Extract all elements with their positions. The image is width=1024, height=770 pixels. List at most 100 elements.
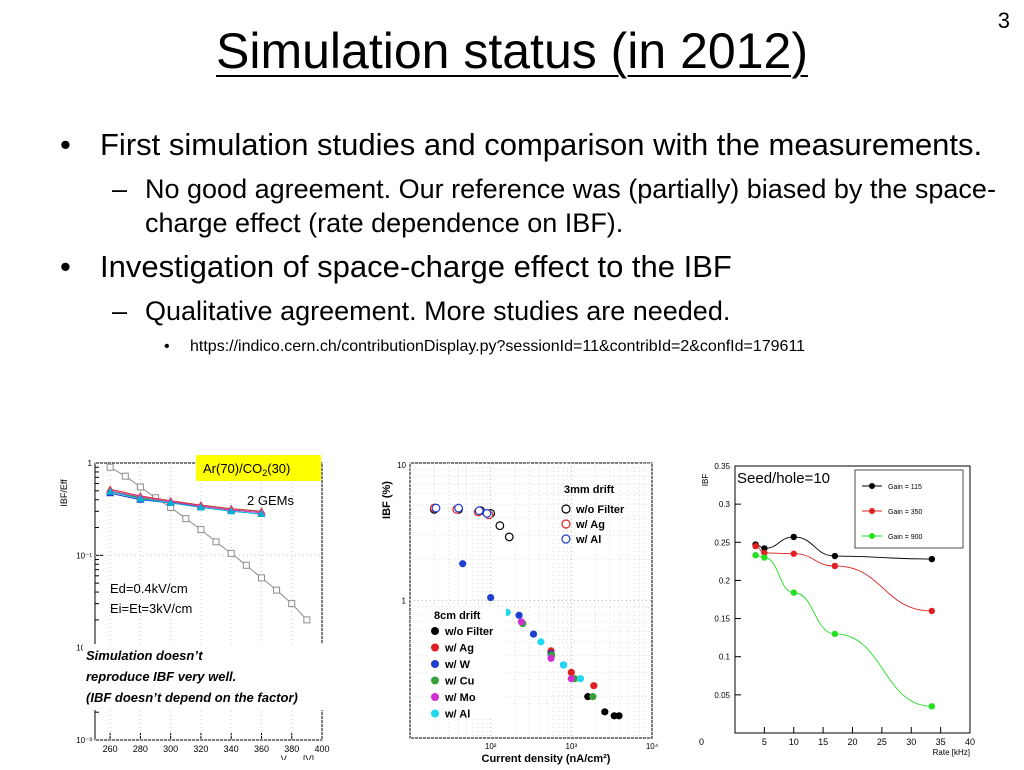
y-tick-label: 10 [397,461,406,470]
data-point-square [257,574,265,582]
legend-marker [431,693,439,701]
x-axis-label: Rate [kHz] [933,748,970,757]
data-point-triangle [227,507,236,515]
y-axis-label: IBF [701,474,710,487]
data-point [928,703,936,710]
data-point-square [106,463,114,471]
data-point [584,693,592,701]
x-tick-label: 260 [103,744,118,754]
data-point [831,562,839,570]
legend-marker [431,643,439,652]
x-tick-label: 15 [818,737,828,747]
bullet-item: • First simulation studies and compariso… [60,126,1000,164]
x-tick-label: 35 [936,737,946,747]
legend-marker [869,508,875,514]
data-point-hollow [504,532,514,542]
x-tick-label: 380 [284,744,299,754]
sub-bullet-item: – Qualitative agreement. More studies ar… [60,294,1000,328]
x-tick-label: 340 [224,744,239,754]
data-point [547,654,555,662]
legend-label: Gain = 115 [888,484,922,491]
link-bullet-item: • https://indico.cern.ch/contributionDis… [60,336,1000,358]
legend-label: w/ W [444,659,471,671]
x-tick-label-partial: 0 [699,737,704,747]
legend-label: Gain = 350 [888,509,923,516]
legend-marker [431,709,439,718]
data-point-triangle [166,498,175,506]
legend-label: w/o Filter [444,626,494,638]
data-point-square [121,472,129,480]
y-tick-label: 0.05 [714,691,730,700]
x-tick-label: 5 [762,737,767,747]
reference-link[interactable]: https://indico.cern.ch/contributionDispl… [190,338,806,355]
page-number: 3 [997,8,1010,33]
x-tick-label: 30 [906,737,916,747]
note-text: (IBF doesn’t depend on the factor) [86,690,298,705]
x-tick-label: 25 [877,737,887,747]
legend-label: w/ Ag [575,519,605,531]
bullet-item: • Investigation of space-charge effect t… [60,248,1000,286]
ibf-vs-rate-svg: 5 10 15 20 25 30 35 40 0 0.35 0.3 0.25 0.2 0.15 0.1 0.0… [699,462,975,757]
y-tick-label: 0.2 [719,576,731,585]
note-text: Simulation doesn’t [86,648,203,663]
ibf-vs-current-svg: 10 1 10² 10³ 10⁴ IBF (%) Current density (nA/c… [381,461,659,765]
data-point-square [273,586,281,594]
legend-marker [561,519,571,529]
x-axis-label: VGEM [V] [281,754,314,760]
bullet-dot-icon: • [60,249,71,284]
dash-icon: – [112,296,128,326]
x-tick-label: 20 [847,737,857,747]
series-line [110,490,262,514]
y-tick-label: 10⁻¹ [76,551,92,560]
data-point [487,593,495,602]
data-point [601,708,609,716]
y-tick-label: 10⁻³ [76,736,92,745]
legend-label: w/ Cu [444,676,474,688]
series-line [110,491,262,515]
legend-title: 8cm drift [434,610,481,622]
legend-box [428,607,506,717]
y-tick-label: 0.35 [714,462,730,471]
x-tick-label: 10² [485,742,497,751]
y-tick-label: 0.25 [714,538,730,547]
data-point-square [242,561,250,569]
y-axis-label: IBF (%) [381,481,393,519]
legend-marker [869,533,875,539]
data-point [517,618,525,626]
data-point [515,611,523,619]
x-tick-label: 400 [314,744,329,754]
sub-bullet-item: – No good agreement. Our reference was (… [60,172,1000,240]
data-point [559,661,568,669]
data-point-triangle [257,510,266,518]
data-point [459,560,467,568]
slide-title: Simulation status (in 2012) [216,23,808,79]
legend-marker [431,627,439,635]
ibf-vs-rate-chart: 5 10 15 20 25 30 35 40 0 0.35 0.3 0.25 0.2 0.15 0.1 0.0… [690,458,980,763]
x-tick-label: 40 [965,737,975,747]
x-tick-label: 10⁴ [646,742,659,751]
data-point [567,675,575,683]
legend-marker [431,676,439,685]
legend-title: 3mm drift [564,484,614,496]
y-tick-label: 0.1 [719,653,731,662]
data-point [831,630,839,638]
x-tick-label: 320 [193,744,208,754]
x-tick-label: 10 [789,737,799,747]
sub-bullet-text: No good agreement. Our reference was (pa… [145,174,996,238]
ibf-vs-current-chart: 10 1 10² 10³ 10⁴ IBF (%) Current density (nA/c… [376,455,662,765]
ibf-vs-vgem-chart: 260280300320340360380400110⁻¹10⁻²10⁻³IBF… [55,455,360,766]
data-point-triangle [196,503,205,511]
field-label: Ed=0.4kV/cm [110,581,188,596]
data-point [589,693,597,701]
y-tick-label: 1 [402,597,407,606]
bullet-dot-icon: • [60,127,71,162]
bullet-dot-icon: • [164,338,170,355]
legend-marker [561,534,571,544]
note-text: reproduce IBF very well. [86,669,236,684]
data-point-square [212,538,220,546]
data-point [831,552,839,560]
data-point [790,589,797,596]
x-tick-label: 300 [163,744,178,754]
data-point [790,533,797,541]
data-point [761,554,768,561]
